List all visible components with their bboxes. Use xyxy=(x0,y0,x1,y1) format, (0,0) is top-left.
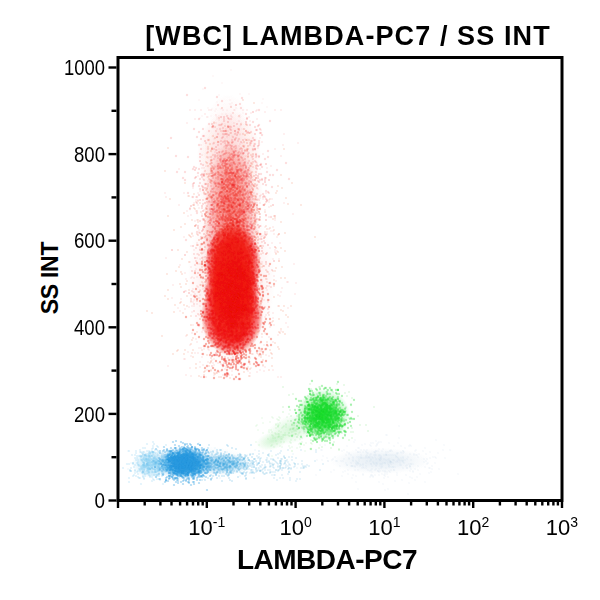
svg-text:0: 0 xyxy=(95,488,106,513)
svg-text:200: 200 xyxy=(74,402,105,427)
svg-text:600: 600 xyxy=(74,228,105,253)
svg-text:LAMBDA-PC7: LAMBDA-PC7 xyxy=(237,544,417,575)
svg-text:SS INT: SS INT xyxy=(37,242,63,315)
svg-text:[WBC] LAMBDA-PC7 / SS INT: [WBC] LAMBDA-PC7 / SS INT xyxy=(145,21,550,51)
svg-text:400: 400 xyxy=(74,315,105,340)
svg-text:1000: 1000 xyxy=(64,55,105,80)
svg-text:800: 800 xyxy=(74,142,105,167)
